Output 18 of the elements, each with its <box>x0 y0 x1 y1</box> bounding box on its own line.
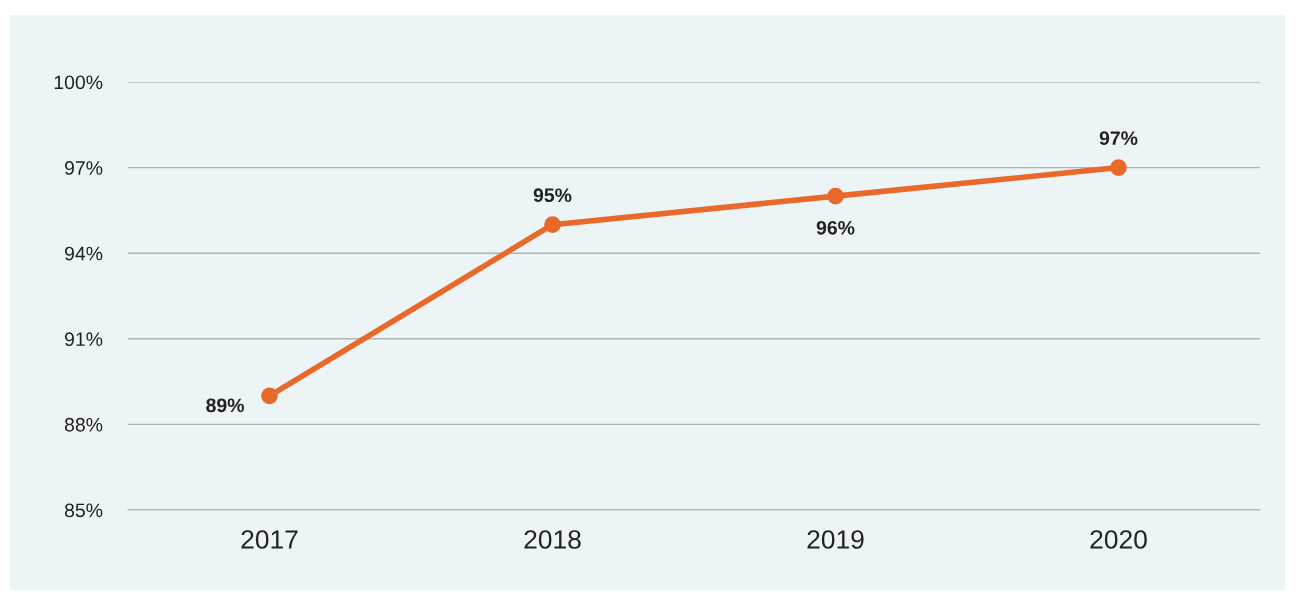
x-tick-label: 2018 <box>524 530 581 549</box>
point <box>1110 159 1127 176</box>
x-tick-label: 2019 <box>807 530 864 549</box>
x-tick-label: 2020 <box>1090 530 1147 549</box>
data-label: 89% <box>206 398 244 413</box>
x-tick-label: 2017 <box>241 530 298 549</box>
point <box>827 187 844 205</box>
point <box>261 387 278 405</box>
data-label: 95% <box>533 188 572 203</box>
y-tick-label: 97% <box>65 161 103 175</box>
y-tick-label: 91% <box>65 332 103 347</box>
y-tick-label: 85% <box>64 503 103 518</box>
point <box>544 216 561 234</box>
data-label: 97% <box>1099 131 1138 146</box>
data-label: 96% <box>816 220 855 235</box>
y-tick-label: 100% <box>54 75 103 90</box>
y-tick-label: 88% <box>64 417 103 432</box>
y-tick-label: 94% <box>65 246 103 261</box>
